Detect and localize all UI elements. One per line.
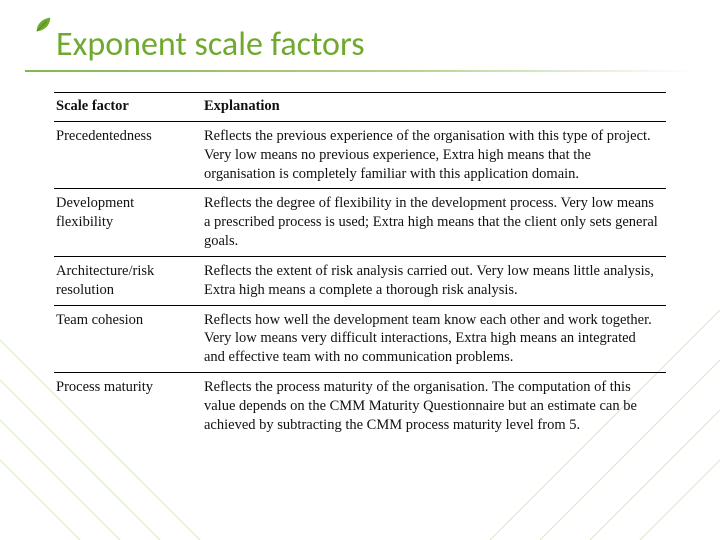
explanation-cell: Reflects how well the development team k… xyxy=(202,305,666,373)
title-underline xyxy=(25,70,695,72)
leaf-icon xyxy=(34,16,52,34)
table-row: Architecture/risk resolution Reflects th… xyxy=(54,256,666,305)
factor-cell: Team cohesion xyxy=(54,305,202,373)
slide-title: Exponent scale factors xyxy=(56,24,365,65)
factor-cell: Development flexibility xyxy=(54,189,202,257)
table-header-row: Scale factor Explanation xyxy=(54,93,666,122)
factor-cell: Process maturity xyxy=(54,373,202,440)
table-row: Process maturity Reflects the process ma… xyxy=(54,373,666,440)
factor-cell: Architecture/risk resolution xyxy=(54,256,202,305)
explanation-cell: Reflects the extent of risk analysis car… xyxy=(202,256,666,305)
col-header-explanation: Explanation xyxy=(202,93,666,122)
explanation-cell: Reflects the process maturity of the org… xyxy=(202,373,666,440)
explanation-cell: Reflects the degree of flexibility in th… xyxy=(202,189,666,257)
table-row: Team cohesion Reflects how well the deve… xyxy=(54,305,666,373)
explanation-cell: Reflects the previous experience of the … xyxy=(202,121,666,189)
table-row: Precedentedness Reflects the previous ex… xyxy=(54,121,666,189)
col-header-factor: Scale factor xyxy=(54,93,202,122)
scale-factors-table: Scale factor Explanation Precedentedness… xyxy=(54,92,666,440)
table-row: Development flexibility Reflects the deg… xyxy=(54,189,666,257)
factor-cell: Precedentedness xyxy=(54,121,202,189)
